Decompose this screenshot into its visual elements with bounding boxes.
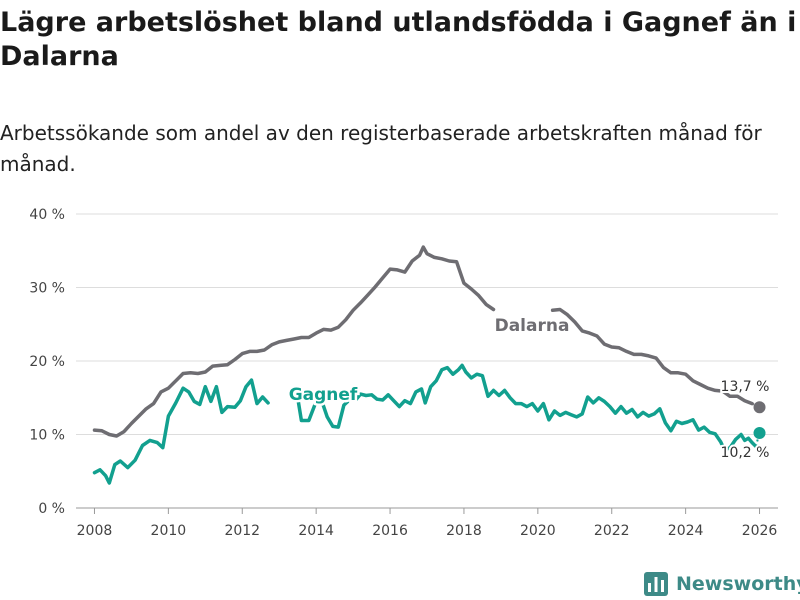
brand-name: Newsworthy [676,573,800,595]
y-tick-label: 30 % [29,281,65,297]
x-tick-label: 2008 [77,523,113,539]
x-tick-label: 2018 [446,523,482,539]
dalarna-end-point [753,401,766,414]
grid: 0 % 10 % 20 % 30 % 40 % [29,207,778,517]
x-tick-label: 2022 [594,523,630,539]
chart-subtitle: Arbetssökande som andel av den registerb… [0,121,762,176]
gagnef-end-point [753,427,766,440]
x-tick-label: 2024 [668,523,704,539]
dalarna-series-label: Dalarna [495,316,570,336]
y-tick-label: 10 % [29,428,65,444]
x-tick-label: 2012 [224,523,260,539]
y-tick-label: 40 % [29,207,65,223]
y-tick-label: 0 % [38,501,65,517]
y-tick-label: 20 % [29,354,65,370]
series [92,245,766,485]
x-tick-label: 2016 [372,523,408,539]
gagnef-line [92,378,270,485]
bar-chart-logo-icon [644,572,668,596]
x-tick-label: 2020 [520,523,556,539]
gagnef-series-label: Gagnef [289,385,358,405]
dalarna-line [92,245,496,438]
dalarna-end-label: 13,7 % [721,379,770,395]
x-tick-label: 2014 [298,523,334,539]
chart-title: Lägre arbetslöshet bland utlandsfödda i … [0,7,797,72]
series-labels: Dalarna Gagnef 13,7 % 10,2 % [286,314,771,464]
x-tick-label: 2010 [151,523,187,539]
gagnef-line [295,363,758,452]
brand-logo[interactable]: Newsworthy [644,569,800,599]
gagnef-end-label: 10,2 % [721,445,770,461]
x-tick-label: 2026 [742,523,778,539]
x-axis: 2008 2010 2012 2014 2016 2018 2020 2022 2024 2026 [77,508,778,539]
dalarna-line [550,307,754,406]
